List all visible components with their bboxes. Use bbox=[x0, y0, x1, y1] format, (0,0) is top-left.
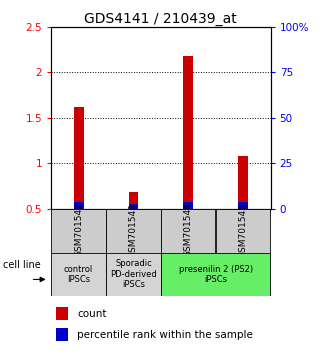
Text: GSM701544: GSM701544 bbox=[184, 203, 193, 257]
Bar bbox=[238, 156, 248, 209]
Text: GSM701542: GSM701542 bbox=[74, 203, 83, 257]
Bar bbox=[56, 328, 68, 341]
Text: GSM701545: GSM701545 bbox=[239, 202, 248, 258]
Bar bbox=[183, 202, 193, 209]
Text: Sporadic
PD-derived
iPSCs: Sporadic PD-derived iPSCs bbox=[110, 259, 157, 289]
Bar bbox=[51, 209, 106, 253]
Text: count: count bbox=[77, 309, 106, 319]
Bar bbox=[74, 107, 83, 209]
Bar bbox=[128, 204, 138, 209]
Bar bbox=[161, 253, 270, 296]
Text: percentile rank within the sample: percentile rank within the sample bbox=[77, 330, 253, 339]
Bar bbox=[128, 193, 138, 209]
Text: presenilin 2 (PS2)
iPSCs: presenilin 2 (PS2) iPSCs bbox=[179, 265, 253, 284]
Text: cell line: cell line bbox=[3, 260, 40, 270]
Bar bbox=[216, 209, 270, 253]
Bar bbox=[161, 209, 215, 253]
Bar bbox=[106, 209, 161, 253]
Bar bbox=[51, 253, 106, 296]
Bar bbox=[74, 202, 83, 209]
Text: control
IPSCs: control IPSCs bbox=[64, 265, 93, 284]
Bar bbox=[106, 253, 161, 296]
Title: GDS4141 / 210439_at: GDS4141 / 210439_at bbox=[84, 12, 237, 25]
Text: GSM701543: GSM701543 bbox=[129, 202, 138, 258]
Bar bbox=[183, 56, 193, 209]
Bar bbox=[238, 202, 248, 209]
Bar bbox=[56, 307, 68, 320]
